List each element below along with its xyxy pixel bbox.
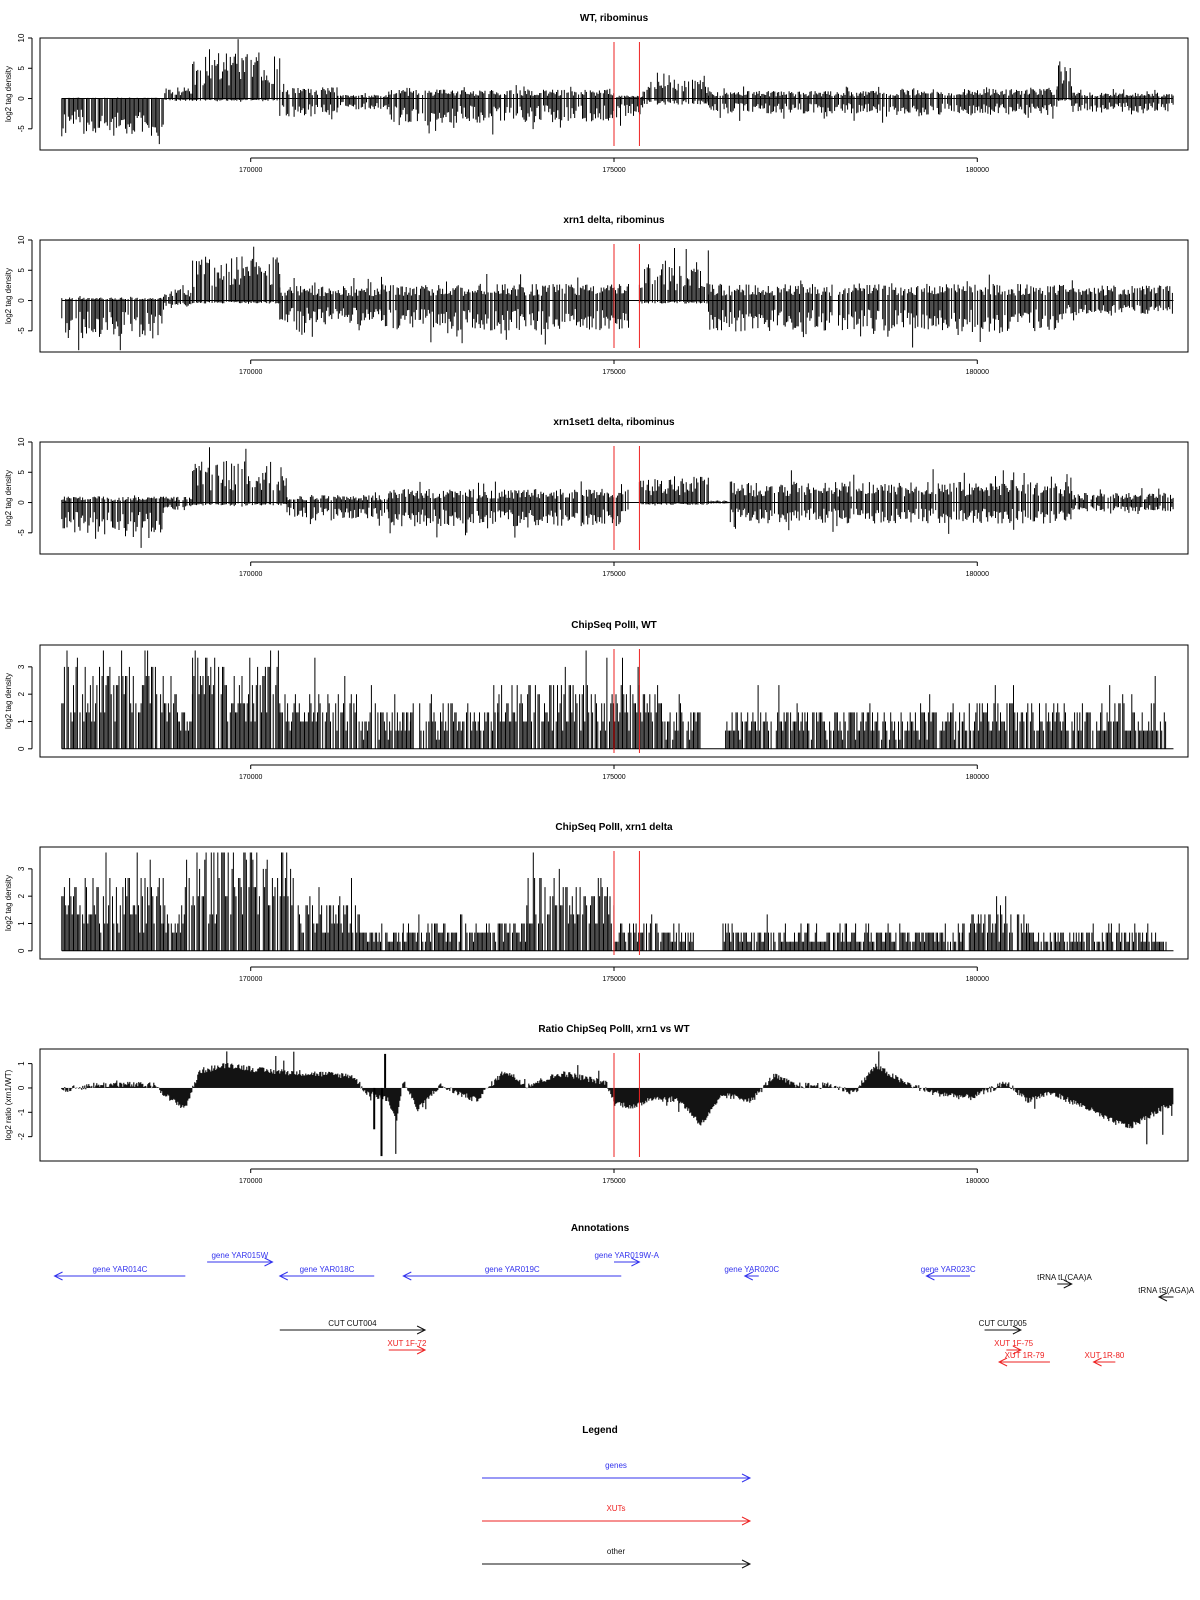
panel-2: xrn1 delta, ribominus log2 tag density -5 0… xyxy=(4,215,1189,376)
data-bars xyxy=(61,246,1173,351)
data-bars xyxy=(61,650,1167,749)
plot-frame xyxy=(39,441,1189,555)
y-tick-label: -5 xyxy=(17,125,26,133)
panel-title: xrn1set1 delta, ribominus xyxy=(553,417,675,428)
plot-frame xyxy=(39,239,1189,353)
y-axis-label: log2 tag density xyxy=(4,470,13,526)
plot-frame xyxy=(39,37,1189,151)
x-tick-label: 170000 xyxy=(239,369,262,376)
y-tick-label: -5 xyxy=(17,529,26,537)
y-tick-label: 3 xyxy=(17,664,26,669)
x-tick-label: 170000 xyxy=(239,774,262,781)
y-tick-label: 0 xyxy=(17,746,26,751)
y-axis-label: log2 tag density xyxy=(4,268,13,324)
x-tick-label: 175000 xyxy=(602,774,625,781)
panel-3: xrn1set1 delta, ribominus log2 tag densit… xyxy=(4,417,1189,578)
y-tick-label: 2 xyxy=(17,691,26,696)
x-tick-label: 175000 xyxy=(602,571,625,578)
y-axis-label: log2 tag density xyxy=(4,673,13,729)
y-tick-label: 5 xyxy=(17,65,26,70)
x-tick-label: 170000 xyxy=(239,167,262,174)
y-tick-label: 10 xyxy=(17,437,26,446)
y-tick-label: 5 xyxy=(17,469,26,474)
data-bars xyxy=(61,447,1174,548)
panel-title: xrn1 delta, ribominus xyxy=(563,215,665,226)
y-tick-label: 0 xyxy=(17,298,26,303)
x-axis: 170000 175000 180000 xyxy=(239,764,989,781)
y-tick-label: 0 xyxy=(17,500,26,505)
y-tick-label: 5 xyxy=(17,267,26,272)
y-tick-label: 1 xyxy=(17,719,26,724)
y-axis: -5 0 5 10 xyxy=(17,235,33,335)
x-tick-label: 180000 xyxy=(966,167,989,174)
x-axis: 170000 175000 180000 xyxy=(239,359,989,376)
panel-title: WT, ribominus xyxy=(580,13,649,24)
y-axis: 0 1 2 3 xyxy=(17,664,33,751)
x-axis: 170000 175000 180000 xyxy=(239,561,989,578)
y-tick-label: 10 xyxy=(17,235,26,244)
x-tick-label: 180000 xyxy=(966,774,989,781)
y-axis: -5 0 5 10 xyxy=(17,437,33,537)
y-tick-label: 10 xyxy=(17,33,26,42)
panel-4: ChipSeq PolII, WT log2 tag density 0 1 2 3 170… xyxy=(4,620,1189,781)
x-tick-label: 170000 xyxy=(239,571,262,578)
y-axis-label: log2 tag density xyxy=(4,66,13,122)
x-tick-label: 180000 xyxy=(966,369,989,376)
y-axis: -5 0 5 10 xyxy=(17,33,33,133)
x-tick-label: 175000 xyxy=(602,167,625,174)
panel-title: ChipSeq PolII, WT xyxy=(571,620,657,631)
panel-1: WT, ribominus log2 tag density -5 0 5 10 17000… xyxy=(4,13,1189,174)
x-tick-label: 175000 xyxy=(602,369,625,376)
x-tick-label: 180000 xyxy=(966,571,989,578)
data-bars xyxy=(61,39,1174,145)
plot-frame xyxy=(39,644,1189,758)
x-axis: 170000 175000 180000 xyxy=(239,157,989,174)
y-tick-label: 0 xyxy=(17,96,26,101)
y-tick-label: -5 xyxy=(17,327,26,335)
